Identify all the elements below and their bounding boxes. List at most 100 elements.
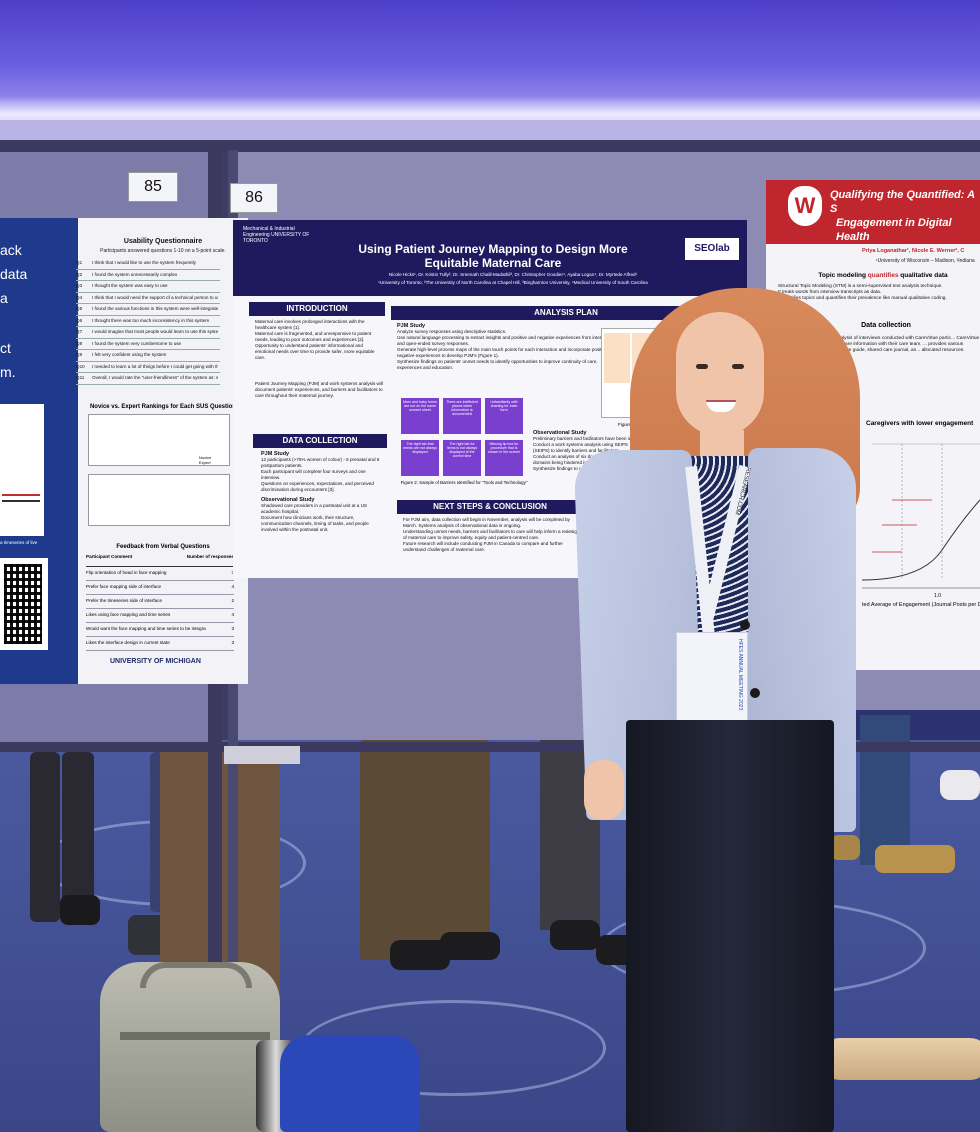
poster-title-line-2: Equitable Maternal Care (424, 256, 562, 270)
usability-subtitle: Participants answered questions 1-10 on … (100, 248, 226, 254)
data-bullet: Questions on experiences, expectations, … (261, 481, 374, 492)
obs-bullet: Shadowed care providers in a postnatal u… (261, 503, 367, 514)
poster-right-authors: Priya Loganathar¹, Nicole E. Werner², C (862, 248, 965, 254)
attendee-shoe (60, 895, 100, 925)
question-text: I would imagine that most people would l… (92, 329, 218, 334)
attendee-shoe (440, 932, 500, 960)
attendee-leg (62, 752, 94, 922)
blazer-button (750, 688, 760, 698)
sticky-note: Unfamiliarity with charting for each for… (485, 398, 523, 434)
booth-number-86: 86 (230, 183, 278, 213)
question-text: I found the system very cumbersome to us… (92, 340, 182, 346)
feedback-count: 3 (231, 567, 234, 580)
observational-study-label: Observational Study (533, 430, 587, 436)
usability-row: Q7 I would imagine that most people would… (76, 327, 220, 339)
booth-number-85: 85 (128, 172, 178, 202)
chart-title: Caregivers with lower engagement (866, 420, 974, 427)
question-id: Q6 (76, 317, 83, 323)
backpack-strap (120, 1032, 270, 1040)
pjm-study-label: PJM Study (397, 323, 426, 329)
question-id: Q5 (76, 306, 83, 311)
analysis-bullet: Generate high-level process maps of the … (397, 347, 617, 358)
topic-heading-emphasis: quantifies (867, 272, 899, 279)
feedback-row: Flip orientation of head in face mapping… (86, 567, 234, 581)
seolab-logo: SEOlab (685, 238, 739, 260)
usability-table: Q1 I think that I would like to use the s… (76, 258, 220, 385)
question-text: I felt very confident using the system (92, 352, 167, 357)
michigan-logo: UNIVERSITY OF MICHIGAN (110, 658, 201, 665)
feedback-count: 2 (231, 598, 234, 603)
attendee-boot (830, 835, 860, 860)
question-text: I thought the system was easy to use (92, 283, 168, 288)
badge-text: HFES ANNUAL MEETING 2023 (737, 639, 743, 711)
feedback-comment: Flip orientation of head in face mapping (86, 570, 167, 575)
data-collection-section: DATA COLLECTION PJM Study 12 participant… (253, 434, 387, 533)
board-clamp (224, 746, 300, 764)
data-collection-text: We performed a secondary analysis of int… (776, 336, 980, 353)
usability-row: Q11 Overall, I would rate the "user-frien… (76, 373, 220, 385)
feedback-row: Would want the face mapping and time ser… (86, 623, 234, 637)
poster-affiliations: ¹University of Toronto, ²The University … (378, 280, 648, 285)
journey-icons (255, 361, 383, 381)
feedback-count: 3 (231, 626, 234, 631)
sticky-note: Mom and baby forms are not on the same s… (401, 398, 439, 434)
blue-bag (280, 1035, 420, 1132)
feedback-table: Participant Comment Number of responses … (86, 554, 234, 651)
sticky-note: The right tab for items is not always di… (443, 440, 481, 476)
topic-bullet: Structural Topic Modeling (STM) is a sem… (778, 284, 943, 289)
usability-title: Usability Questionnaire (123, 238, 203, 245)
intro-heading: INTRODUCTION (249, 302, 385, 316)
usability-row: Q5 I found the various functions in this … (76, 304, 220, 316)
poster-right-affiliations: ¹University of Wisconsin – Madison, ²Ind… (876, 258, 975, 264)
question-text: I think that I would need the support of… (92, 294, 218, 300)
pjm-study-label: PJM Study (261, 451, 290, 457)
presenter: RESEARCH.COM HFES ANNUAL MEETING 2023 (570, 280, 870, 1132)
uoft-logo: Mechanical & Industrial Engineering UNIV… (243, 226, 310, 244)
usability-row: Q9 I felt very confident using the system (76, 350, 220, 362)
intro-pjm: Patient Journey Mapping (PJM) and work s… (255, 381, 383, 398)
question-id: Q7 (76, 329, 83, 334)
analysis-section: ANALYSIS PLAN PJM Study Analyze survey r… (391, 306, 741, 371)
topic-bullet: It treats words from interview transcrip… (778, 290, 882, 295)
obs2-bullet: (SEIPS) to identify barriers and facilit… (533, 448, 619, 453)
wisconsin-crest-icon: W (788, 186, 822, 226)
presenter-face (676, 312, 764, 436)
engagement-chart (862, 443, 980, 589)
presenter-hand-left (584, 760, 624, 820)
board-bottom-frame (0, 742, 980, 752)
data-bullet: 12 participants (>75% women of colour) -… (261, 457, 380, 468)
question-id: Q11 (76, 375, 85, 380)
next-steps-section: NEXT STEPS & CONCLUSION For PJM aim, dat… (397, 500, 583, 553)
sticky-note-grid: Mom and baby forms are not on the same s… (401, 398, 525, 482)
question-id: Q1 (76, 260, 83, 265)
obs2-bullet: Conduct a work systems analysis using SE… (533, 442, 628, 447)
topic-heading-pre: Topic modeling (818, 272, 868, 279)
feedback-comment: Would want the face mapping and time ser… (86, 626, 206, 631)
feedback-header-count: Number of responses (186, 554, 234, 559)
obs2-bullet: domains being hindered in the current (533, 460, 611, 465)
analysis-bullet: Analyze survey responses using descripti… (397, 329, 507, 334)
legend-expert: Expert (199, 460, 211, 465)
poster-left-blue-panel: ack data a ct m. a timeseries of live (0, 218, 78, 684)
question-id: Q10 (76, 363, 85, 369)
figure2-caption: Figure 2: Sample of Barriers Identified … (400, 480, 528, 485)
poster-right-title-line-2: Engagement in Digital Health (836, 217, 952, 243)
poster-right-header: W Qualifying the Quantified: A S Engagem… (766, 180, 980, 244)
usability-row: Q2 I found the system unnecessarily compl… (76, 270, 220, 281)
intro-bullet: Maternal care is fragmented, and unrespo… (255, 331, 372, 342)
question-text: I found the system unnecessarily complex (92, 271, 178, 277)
feedback-row: Likes using face mapping and time series… (86, 609, 234, 623)
side-text: ct (0, 340, 11, 356)
side-text: a (0, 290, 8, 306)
board-top-frame (0, 140, 980, 152)
blazer-button (740, 620, 750, 630)
obs2-bullet: Conduct an analysis of six domains of (533, 454, 611, 459)
feedback-count: 4 (231, 584, 234, 589)
question-id: Q4 (76, 294, 83, 300)
usability-row: Q4 I think that I would need the support … (76, 293, 220, 304)
data-bullet: Each participant will complete four surv… (261, 469, 366, 480)
data-collection-heading: DATA COLLECTION (253, 434, 387, 448)
question-id: Q9 (76, 352, 83, 357)
intro-bullet: Maternal care involves prolonged interac… (255, 319, 365, 330)
rankings-chart-top: Novice Expert (88, 414, 230, 466)
